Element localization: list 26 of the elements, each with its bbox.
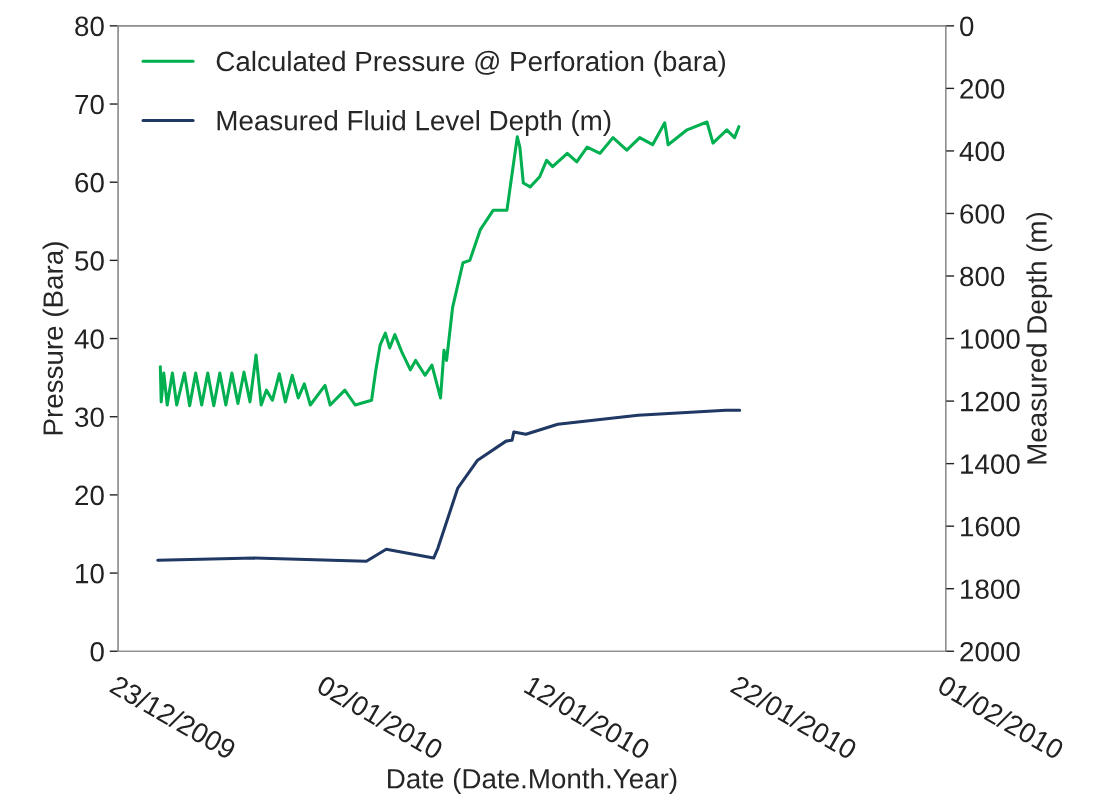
y2-tick-label: 600 (960, 204, 1005, 224)
y2-tick-label: 1400 (961, 454, 1020, 474)
y-tick-label: 80 (75, 16, 104, 37)
y2-axis-title: Measured Depth (m) (1026, 212, 1053, 464)
y-tick-label: 50 (75, 251, 104, 271)
y-tick-label: 0 (90, 641, 104, 662)
y2-tick-label: 1200 (961, 391, 1020, 412)
legend-label: Calculated Pressure @ Perforation (bara) (216, 50, 726, 77)
y2-tick-label: 200 (960, 79, 1005, 99)
y2-tick-label: 1000 (961, 329, 1020, 349)
y-tick-label: 70 (75, 94, 104, 115)
legend-label: Measured Fluid Level Depth (m) (217, 110, 611, 136)
y2-tick-label: 2000 (960, 641, 1020, 662)
y-axis-title: Pressure (Bara) (42, 242, 69, 435)
y2-tick-label: 800 (960, 266, 1005, 287)
y2-tick-label: 1800 (961, 579, 1020, 600)
x-axis-title: Date (Date.Month.Year) (388, 768, 677, 795)
y2-tick-label: 0 (960, 16, 974, 37)
y-tick-label: 10 (76, 563, 104, 584)
y2-tick-label: 400 (959, 141, 1005, 162)
y-tick-label: 30 (75, 407, 104, 428)
y-tick-label: 60 (75, 172, 104, 193)
y-tick-label: 40 (74, 329, 104, 349)
y-tick-label: 20 (75, 485, 104, 506)
line-series (156, 408, 742, 563)
y2-tick-label: 1600 (961, 516, 1020, 537)
